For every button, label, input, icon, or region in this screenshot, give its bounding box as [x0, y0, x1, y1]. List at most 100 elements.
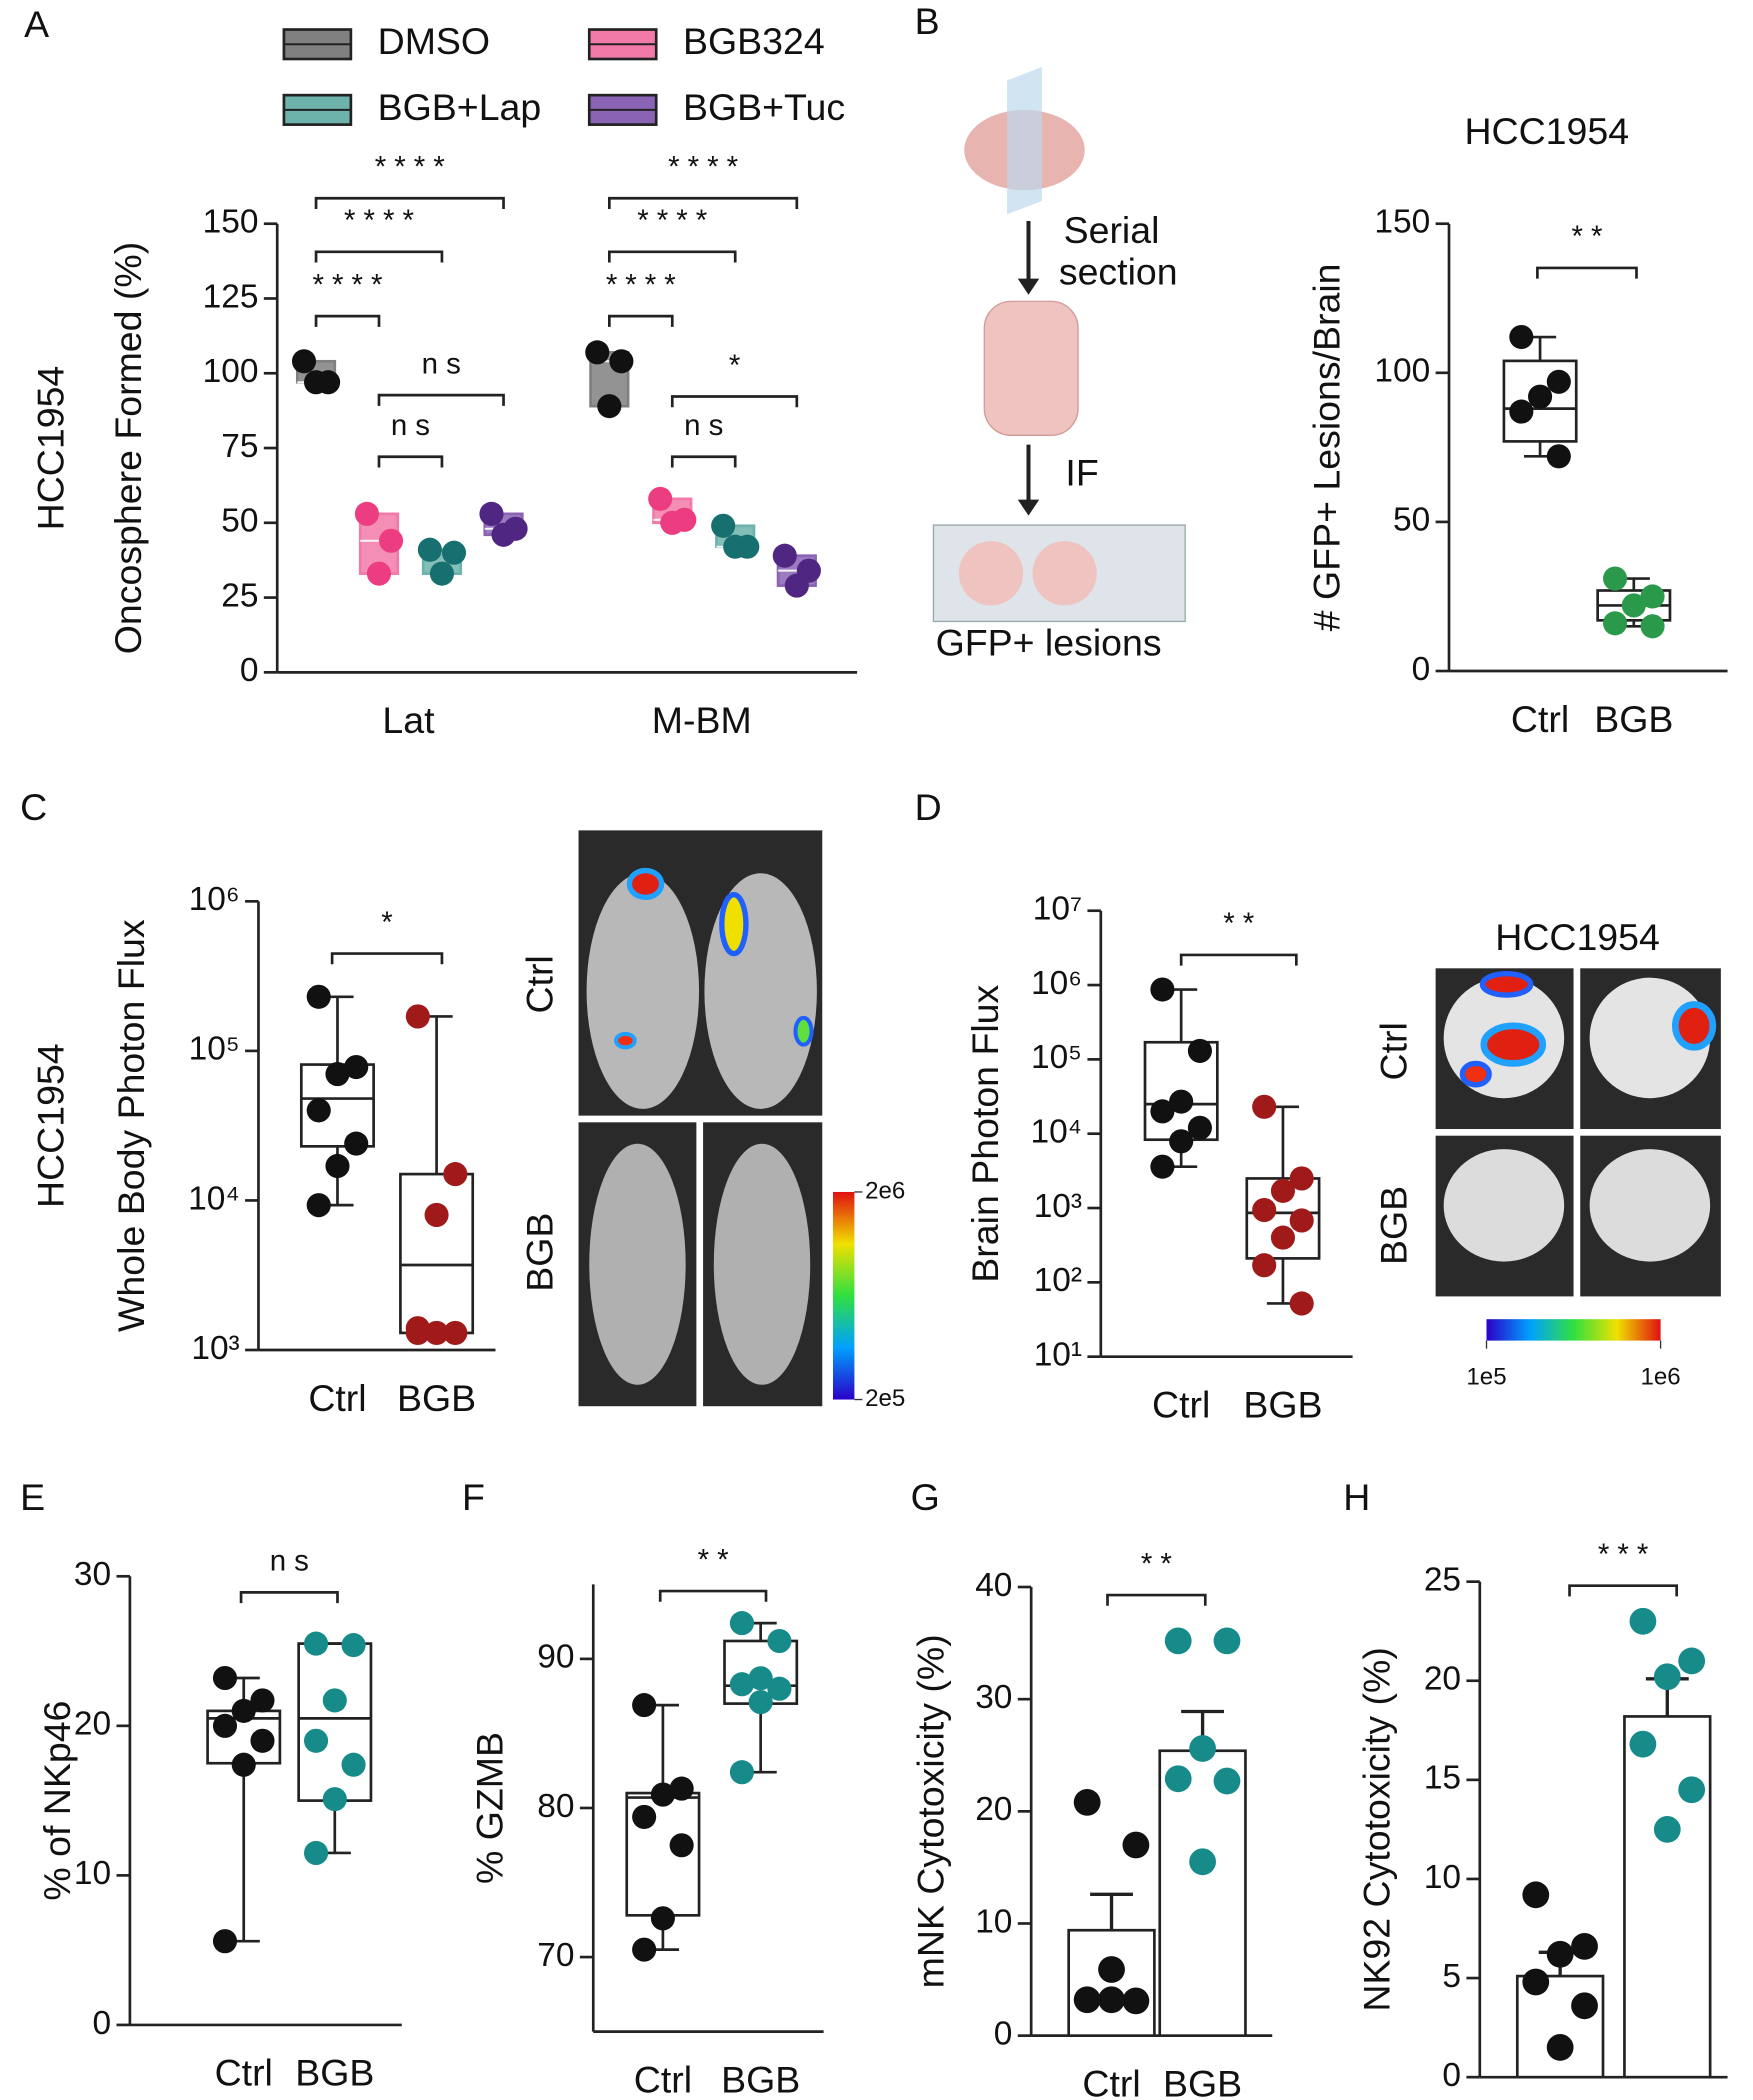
significance-bracket: [1106, 1593, 1207, 1606]
significance-label: ****: [313, 268, 391, 301]
data-point: [1546, 444, 1571, 469]
data-point: [344, 1131, 369, 1156]
bar: [1158, 1749, 1247, 2037]
data-point: [491, 522, 516, 547]
data-point: [1073, 1986, 1101, 2014]
y-tick-label: 90: [537, 1639, 574, 1676]
significance-label: **: [1571, 220, 1610, 253]
data-point: [1289, 1208, 1314, 1233]
data-point: [1653, 1663, 1681, 1691]
significance-bracket: [377, 393, 505, 406]
data-point: [1640, 614, 1665, 639]
data-point: [723, 534, 748, 559]
panel-letter: C: [20, 786, 47, 828]
image-row-label: Ctrl: [1373, 1022, 1415, 1080]
x-tick-label: BGB: [721, 2058, 800, 2100]
data-point: [306, 1193, 331, 1218]
data-point: [322, 1787, 347, 1812]
data-point: [1164, 1627, 1192, 1655]
slices: [983, 300, 1079, 436]
data-point: [341, 1633, 366, 1658]
data-point: [1122, 1831, 1150, 1859]
data-point: [405, 1004, 430, 1029]
significance-label: ****: [637, 204, 715, 237]
data-point: [1189, 1848, 1216, 1876]
y-tick-label: 100: [203, 353, 259, 390]
legend-label: DMSO: [378, 20, 490, 62]
data-point: [1289, 1166, 1314, 1191]
data-point: [303, 1631, 329, 1656]
data-point: [669, 1776, 694, 1801]
y-tick-label: 10: [1424, 1859, 1461, 1896]
significance-bracket: [670, 455, 737, 468]
y-axis-label: # GFP+ Lesions/Brain: [1306, 263, 1348, 631]
mouse-images: [578, 830, 823, 1407]
bar: [1623, 1715, 1712, 2079]
y-tick-label: 20: [74, 1706, 111, 1743]
x-tick-label: BGB: [397, 1377, 476, 1419]
y-tick-label: 0: [240, 652, 259, 689]
data-point: [1653, 1816, 1681, 1843]
signal: [1671, 1001, 1717, 1051]
y-tick-label: 125: [203, 278, 259, 315]
mouse: [713, 1143, 811, 1385]
data-point: [1189, 1735, 1216, 1762]
y-tick-label: 0: [994, 2015, 1013, 2052]
data-point: [669, 1833, 694, 1858]
y-tick-label: 10: [74, 1855, 111, 1892]
data-point: [325, 1062, 350, 1087]
y-tick-label: 0: [93, 2005, 112, 2042]
mouse: [586, 873, 700, 1109]
y-tick-label: 15: [1424, 1760, 1461, 1797]
signal: [1480, 1022, 1547, 1067]
y-tick-label: 20: [975, 1791, 1012, 1828]
panel-letter: F: [462, 1476, 485, 1518]
significance-label: **: [698, 1543, 737, 1576]
significance-label: ns: [270, 1545, 317, 1578]
data-point: [1252, 1253, 1277, 1278]
y-tick-label: 0: [1442, 2057, 1461, 2094]
significance-bracket: [314, 196, 505, 209]
panel-letter: E: [20, 1476, 45, 1518]
data-point: [306, 1098, 331, 1123]
significance-bracket: [670, 395, 799, 408]
significance-label: *: [729, 349, 749, 382]
significance-bracket: [658, 1589, 768, 1602]
data-point: [303, 370, 329, 395]
significance-label: ns: [391, 409, 438, 442]
data-point: [597, 394, 622, 419]
y-tick-label: 0: [1412, 651, 1431, 688]
y-tick-label: 25: [221, 577, 258, 614]
data-point: [212, 1713, 238, 1738]
data-point: [291, 349, 317, 374]
significance-bracket: [1568, 1584, 1679, 1597]
data-point: [1098, 1956, 1125, 1983]
data-point: [1571, 1992, 1598, 2020]
data-point: [648, 486, 673, 511]
diagram: Serial section IF GFP+ lesions: [932, 67, 1186, 663]
data-point: [1603, 611, 1628, 636]
y-axis-label: Oncosphere Formed (%): [107, 242, 149, 654]
significance-label: *: [381, 906, 401, 939]
data-point: [1528, 384, 1553, 409]
x-tick-label: BGB: [295, 2052, 374, 2094]
data-point: [1546, 369, 1571, 394]
data-point: [1164, 1765, 1192, 1793]
data-point: [650, 1906, 675, 1931]
data-point: [443, 1162, 468, 1187]
y-tick-label: 10⁵: [1031, 1039, 1082, 1076]
x-tick-label: Lat: [382, 699, 435, 741]
significance-bracket: [314, 250, 444, 263]
y-tick-label: 30: [975, 1679, 1012, 1716]
data-point: [609, 349, 634, 374]
data-point: [1150, 1099, 1175, 1124]
data-point: [1509, 324, 1534, 350]
data-point: [729, 1611, 754, 1636]
data-point: [1621, 593, 1646, 618]
arrow-head: [1017, 278, 1040, 295]
data-point: [405, 1320, 430, 1345]
legend-label: BGB+Lap: [378, 86, 542, 128]
y-tick-label: 10: [975, 1903, 1012, 1940]
signal: [1459, 1060, 1492, 1088]
data-point: [767, 1628, 792, 1654]
